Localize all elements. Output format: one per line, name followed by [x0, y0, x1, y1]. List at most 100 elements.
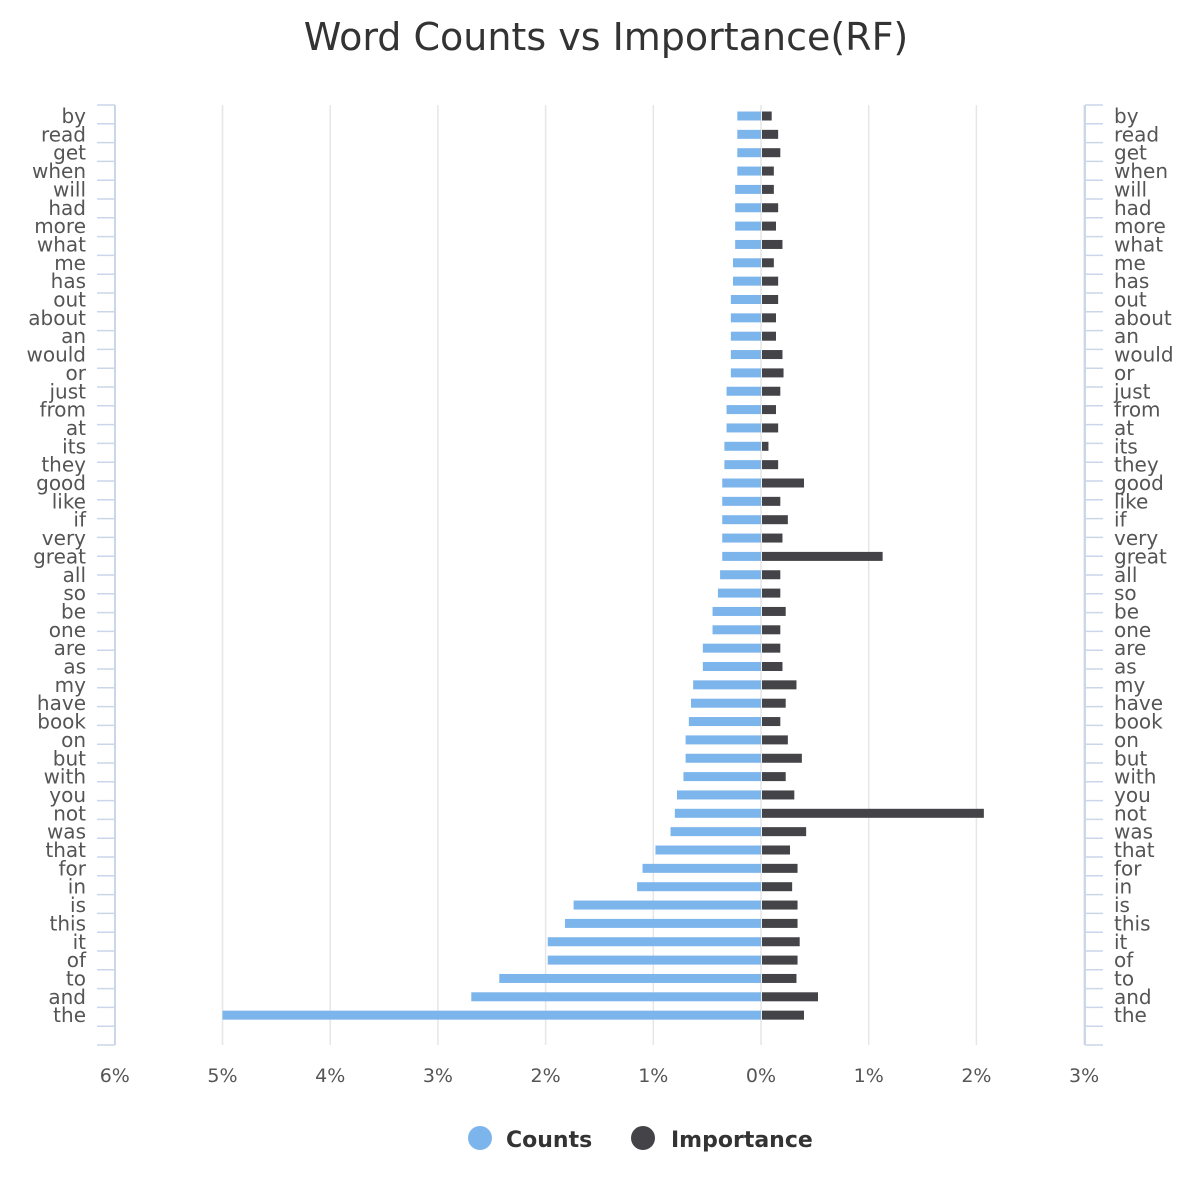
- bar-counts-read[interactable]: [737, 129, 761, 139]
- bar-importance-or[interactable]: [762, 368, 784, 378]
- bar-importance-and[interactable]: [762, 992, 819, 1002]
- bar-importance-one[interactable]: [762, 625, 781, 635]
- bar-importance-as[interactable]: [762, 662, 783, 671]
- bar-importance-they[interactable]: [762, 460, 779, 470]
- bar-counts-but[interactable]: [685, 753, 761, 763]
- bar-importance-that[interactable]: [762, 845, 791, 855]
- bar-counts-be[interactable]: [712, 606, 761, 616]
- bar-counts-in[interactable]: [637, 882, 761, 892]
- bar-counts-my[interactable]: [693, 680, 761, 690]
- legend-item-importance[interactable]: Importance: [631, 1126, 813, 1153]
- bar-importance-you[interactable]: [762, 790, 795, 800]
- bar-importance-at[interactable]: [762, 423, 779, 433]
- bar-importance-great[interactable]: [762, 551, 883, 561]
- bar-importance-has[interactable]: [762, 276, 779, 286]
- bar-counts-on[interactable]: [685, 735, 761, 745]
- bar-importance-about[interactable]: [762, 313, 777, 323]
- bar-importance-when[interactable]: [762, 166, 774, 176]
- bar-counts-more[interactable]: [735, 221, 761, 231]
- bar-counts-this[interactable]: [564, 918, 761, 928]
- bar-counts-all[interactable]: [720, 570, 761, 580]
- bar-importance-good[interactable]: [762, 478, 805, 488]
- bar-importance-out[interactable]: [762, 295, 779, 304]
- bar-counts-to[interactable]: [499, 973, 761, 983]
- bar-counts-good[interactable]: [722, 478, 761, 488]
- bar-importance-to[interactable]: [762, 973, 797, 983]
- bar-importance-by[interactable]: [762, 111, 772, 121]
- bar-importance-of[interactable]: [762, 955, 798, 965]
- bar-counts-you[interactable]: [676, 790, 761, 800]
- legend-item-counts[interactable]: Counts: [468, 1126, 592, 1153]
- bar-importance-but[interactable]: [762, 753, 802, 763]
- bar-importance-an[interactable]: [762, 331, 777, 341]
- bar-importance-had[interactable]: [762, 203, 779, 213]
- bar-importance-what[interactable]: [762, 239, 783, 249]
- bar-counts-of[interactable]: [547, 955, 761, 965]
- bar-importance-was[interactable]: [762, 827, 807, 837]
- bar-counts-get[interactable]: [737, 148, 761, 158]
- bar-importance-on[interactable]: [762, 735, 788, 745]
- bar-counts-its[interactable]: [724, 441, 761, 451]
- bar-importance-would[interactable]: [762, 350, 783, 360]
- bar-importance-is[interactable]: [762, 900, 798, 910]
- bar-importance-get[interactable]: [762, 148, 781, 158]
- bar-counts-the[interactable]: [222, 1010, 762, 1020]
- bar-importance-be[interactable]: [762, 606, 786, 616]
- bar-importance-its[interactable]: [762, 441, 769, 451]
- bar-counts-by[interactable]: [737, 111, 761, 121]
- bar-importance-for[interactable]: [762, 863, 798, 873]
- bar-counts-from[interactable]: [726, 405, 761, 415]
- bar-importance-it[interactable]: [762, 937, 800, 947]
- bar-counts-like[interactable]: [722, 496, 761, 506]
- bar-counts-out[interactable]: [730, 295, 761, 304]
- bar-counts-book[interactable]: [688, 717, 761, 727]
- bar-counts-it[interactable]: [547, 937, 761, 947]
- bar-counts-has[interactable]: [732, 276, 761, 286]
- bar-counts-so[interactable]: [717, 588, 761, 598]
- bar-importance-like[interactable]: [762, 496, 781, 506]
- bar-counts-when[interactable]: [737, 166, 761, 176]
- bar-counts-are[interactable]: [702, 643, 761, 653]
- bar-importance-not[interactable]: [762, 808, 984, 818]
- bar-counts-just[interactable]: [726, 386, 761, 396]
- bar-importance-this[interactable]: [762, 918, 798, 928]
- bar-importance-my[interactable]: [762, 680, 797, 690]
- bar-importance-me[interactable]: [762, 258, 774, 268]
- bar-counts-for[interactable]: [642, 863, 761, 873]
- bar-counts-have[interactable]: [690, 698, 761, 708]
- bar-importance-will[interactable]: [762, 184, 774, 194]
- bar-counts-great[interactable]: [722, 551, 761, 561]
- bar-importance-from[interactable]: [762, 405, 777, 415]
- bar-counts-with[interactable]: [683, 772, 761, 782]
- bar-counts-or[interactable]: [730, 368, 761, 378]
- bar-importance-more[interactable]: [762, 221, 777, 231]
- bar-counts-was[interactable]: [670, 827, 761, 837]
- bar-importance-are[interactable]: [762, 643, 781, 653]
- bar-counts-very[interactable]: [722, 533, 761, 543]
- bar-counts-would[interactable]: [730, 350, 761, 360]
- bar-importance-have[interactable]: [762, 698, 786, 708]
- bar-importance-so[interactable]: [762, 588, 781, 598]
- bar-importance-the[interactable]: [762, 1010, 805, 1020]
- bar-counts-what[interactable]: [735, 239, 761, 249]
- bar-importance-read[interactable]: [762, 129, 779, 139]
- bar-counts-one[interactable]: [712, 625, 761, 635]
- bar-counts-will[interactable]: [735, 184, 761, 194]
- bar-counts-as[interactable]: [702, 662, 761, 671]
- bar-importance-if[interactable]: [762, 515, 788, 525]
- bar-importance-book[interactable]: [762, 717, 781, 727]
- bar-counts-at[interactable]: [726, 423, 761, 433]
- bar-counts-about[interactable]: [730, 313, 761, 323]
- bar-counts-and[interactable]: [471, 992, 761, 1002]
- bar-counts-had[interactable]: [735, 203, 761, 213]
- bar-importance-all[interactable]: [762, 570, 781, 580]
- bar-counts-not[interactable]: [674, 808, 761, 818]
- bar-counts-if[interactable]: [722, 515, 761, 525]
- bar-counts-an[interactable]: [730, 331, 761, 341]
- bar-counts-me[interactable]: [732, 258, 761, 268]
- bar-importance-just[interactable]: [762, 386, 781, 396]
- bar-importance-with[interactable]: [762, 772, 786, 782]
- bar-counts-they[interactable]: [724, 460, 761, 470]
- bar-importance-in[interactable]: [762, 882, 793, 892]
- bar-counts-that[interactable]: [655, 845, 761, 855]
